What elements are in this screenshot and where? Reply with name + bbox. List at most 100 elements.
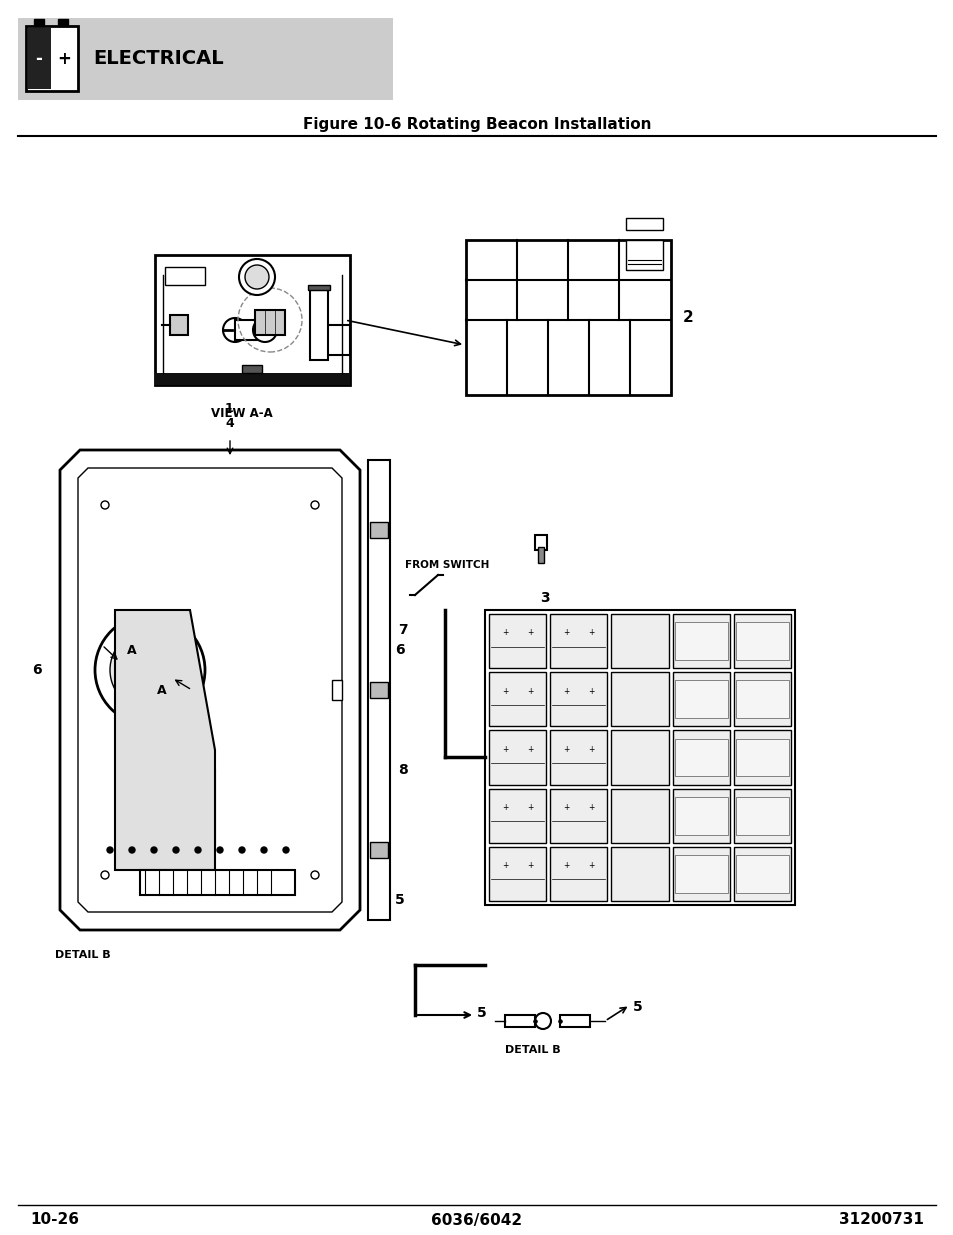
Bar <box>162 789 178 806</box>
Bar <box>370 842 388 858</box>
Text: +: + <box>526 687 533 695</box>
Text: +: + <box>588 687 594 695</box>
Circle shape <box>261 847 267 853</box>
Bar <box>332 680 341 700</box>
Circle shape <box>239 259 274 295</box>
Bar <box>180 771 195 788</box>
Bar <box>370 522 388 538</box>
Bar <box>672 847 729 902</box>
Text: +: + <box>526 629 533 637</box>
Text: ELECTRICAL: ELECTRICAL <box>92 49 223 68</box>
Bar <box>625 219 662 230</box>
Text: +: + <box>588 861 594 871</box>
Text: DETAIL B: DETAIL B <box>55 950 111 960</box>
Bar <box>735 797 788 835</box>
Text: +: + <box>562 629 569 637</box>
Text: +: + <box>588 629 594 637</box>
Text: VIEW A-A: VIEW A-A <box>211 408 273 420</box>
Bar <box>489 789 546 842</box>
Circle shape <box>311 871 318 879</box>
Bar <box>489 614 546 668</box>
Text: A: A <box>127 643 136 657</box>
Text: FROM SWITCH: FROM SWITCH <box>405 559 489 571</box>
Bar <box>535 535 546 550</box>
Text: 6: 6 <box>395 643 404 657</box>
Bar <box>180 809 195 825</box>
Bar <box>180 827 195 844</box>
Bar <box>368 459 390 920</box>
Bar <box>550 847 607 902</box>
Bar <box>733 847 790 902</box>
Text: 3: 3 <box>539 592 549 605</box>
Bar <box>325 325 350 354</box>
Text: Figure 10-6 Rotating Beacon Installation: Figure 10-6 Rotating Beacon Installation <box>302 117 651 132</box>
Bar <box>144 809 160 825</box>
Bar <box>126 809 142 825</box>
Circle shape <box>194 847 201 853</box>
Bar <box>126 789 142 806</box>
Text: +: + <box>562 803 569 813</box>
Bar <box>125 769 214 845</box>
Bar <box>674 680 727 719</box>
Text: +: + <box>501 745 508 753</box>
Text: -: - <box>35 49 42 68</box>
Polygon shape <box>60 450 359 930</box>
Bar <box>735 855 788 893</box>
Text: DETAIL B: DETAIL B <box>504 1045 560 1055</box>
Text: 5: 5 <box>395 893 404 906</box>
Bar <box>611 730 668 784</box>
Bar <box>144 827 160 844</box>
Bar <box>58 19 68 26</box>
Circle shape <box>95 615 205 725</box>
Circle shape <box>151 847 157 853</box>
Text: +: + <box>526 803 533 813</box>
Circle shape <box>535 1013 551 1029</box>
Bar <box>674 739 727 777</box>
Bar <box>310 290 328 359</box>
Text: 6036/6042: 6036/6042 <box>431 1213 522 1228</box>
Bar <box>144 789 160 806</box>
Bar <box>674 855 727 893</box>
Bar <box>126 771 142 788</box>
Bar <box>672 730 729 784</box>
Bar <box>611 789 668 842</box>
Bar <box>198 827 213 844</box>
Bar <box>733 789 790 842</box>
Bar <box>308 285 330 290</box>
Bar <box>234 320 265 340</box>
Bar <box>465 240 670 395</box>
Circle shape <box>311 501 318 509</box>
Text: +: + <box>588 745 594 753</box>
Bar <box>140 869 294 895</box>
Bar <box>126 827 142 844</box>
Bar <box>550 672 607 726</box>
Text: +: + <box>501 687 508 695</box>
Bar <box>611 672 668 726</box>
Circle shape <box>253 317 276 342</box>
Bar <box>611 847 668 902</box>
Text: +: + <box>501 861 508 871</box>
Bar <box>550 789 607 842</box>
Circle shape <box>283 847 289 853</box>
Text: 5: 5 <box>476 1007 486 1020</box>
Text: +: + <box>562 861 569 871</box>
Bar <box>254 310 285 335</box>
Bar <box>733 614 790 668</box>
Bar <box>672 672 729 726</box>
Bar <box>537 547 543 563</box>
Text: 7: 7 <box>397 622 407 637</box>
Text: A: A <box>157 683 167 697</box>
Bar <box>735 739 788 777</box>
Bar <box>18 19 393 100</box>
Bar <box>170 315 188 335</box>
Bar <box>198 789 213 806</box>
Text: +: + <box>562 687 569 695</box>
Bar <box>34 19 44 26</box>
Bar <box>733 672 790 726</box>
Text: 31200731: 31200731 <box>839 1213 923 1228</box>
Circle shape <box>223 317 247 342</box>
Bar <box>489 672 546 726</box>
Bar <box>28 28 51 89</box>
Bar <box>735 622 788 659</box>
Bar <box>559 1015 589 1028</box>
